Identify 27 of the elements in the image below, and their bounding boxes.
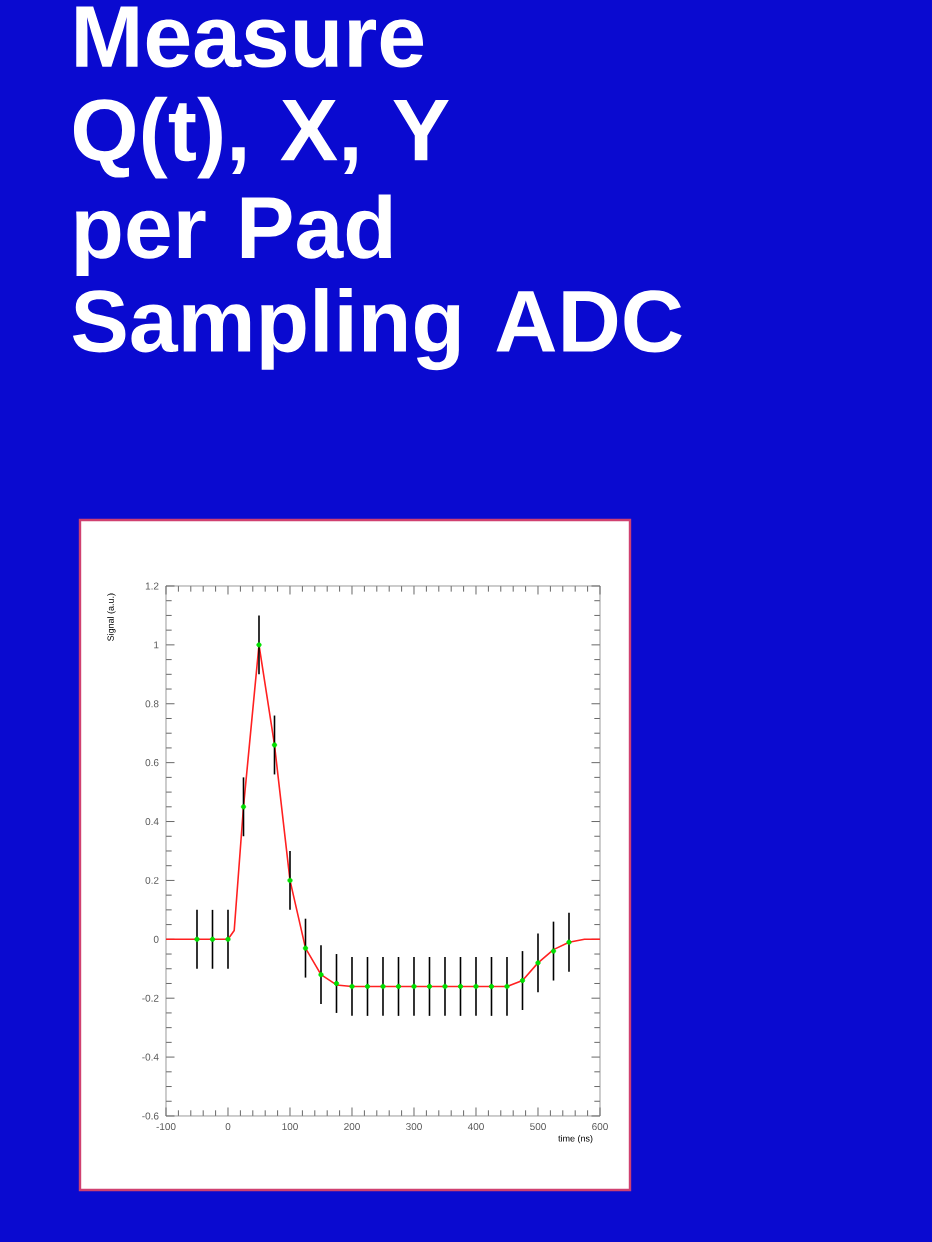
point — [535, 960, 541, 966]
point — [395, 983, 402, 990]
point — [240, 804, 247, 810]
point — [488, 983, 495, 990]
point — [442, 983, 448, 990]
point — [256, 642, 262, 648]
point — [411, 983, 417, 990]
point — [566, 939, 572, 945]
chart-subtitle: per Pad Sampling ADC — [72, 194, 682, 371]
point — [457, 983, 464, 990]
point — [318, 972, 324, 978]
point — [225, 936, 231, 942]
point — [333, 980, 340, 987]
point — [287, 877, 293, 884]
point — [271, 742, 278, 748]
point — [519, 977, 526, 984]
point — [550, 948, 557, 954]
point — [302, 945, 309, 951]
point — [504, 983, 510, 990]
point — [194, 936, 200, 942]
point — [473, 983, 479, 990]
point — [349, 983, 355, 990]
point — [209, 936, 216, 942]
point — [364, 983, 371, 990]
line-series — [166, 644, 600, 988]
point — [426, 983, 433, 990]
point — [380, 983, 386, 990]
